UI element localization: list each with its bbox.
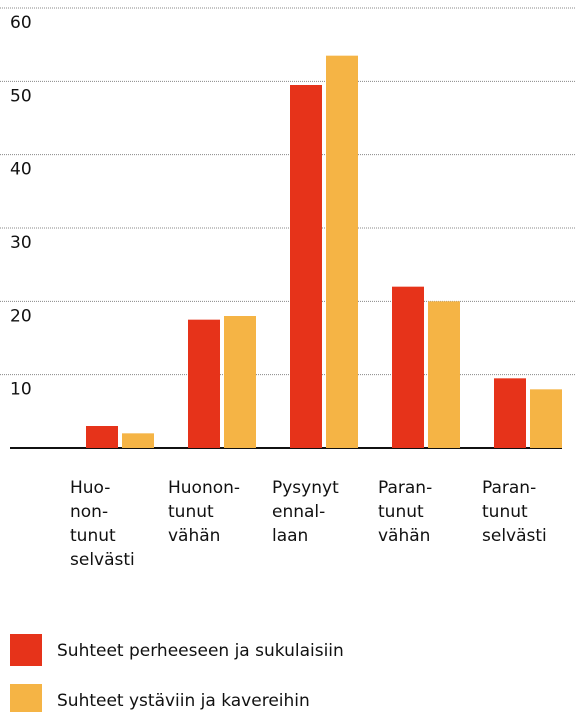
x-tick-label: Pysynyt ennal- laan (272, 478, 339, 546)
y-tick-label: 10 (10, 380, 32, 400)
y-tick-label: 40 (10, 160, 32, 180)
x-tick-label: Paran- tunut selvästi (482, 478, 547, 546)
bar (122, 433, 154, 448)
x-tick-label: Paran- tunut vähän (378, 478, 433, 546)
y-tick-label: 30 (10, 233, 32, 253)
y-tick-label: 60 (10, 13, 32, 33)
bar (494, 378, 526, 448)
legend-swatch (10, 634, 42, 666)
bar (86, 426, 118, 448)
legend-label: Suhteet ystäviin ja kavereihin (57, 691, 310, 711)
legend-label: Suhteet perheeseen ja sukulaisiin (57, 641, 344, 661)
x-tick-label: Huonon- tunut vähän (168, 478, 241, 546)
bar (392, 286, 424, 448)
bar (428, 301, 460, 448)
y-tick-label: 20 (10, 306, 32, 326)
x-tick-label: Huo- non- tunut selvästi (70, 478, 135, 570)
bar (290, 85, 322, 448)
bar (188, 319, 220, 448)
bar (326, 55, 358, 449)
bar (530, 389, 562, 448)
bar (224, 316, 256, 448)
legend-swatch (10, 684, 42, 712)
y-tick-label: 50 (10, 86, 32, 106)
